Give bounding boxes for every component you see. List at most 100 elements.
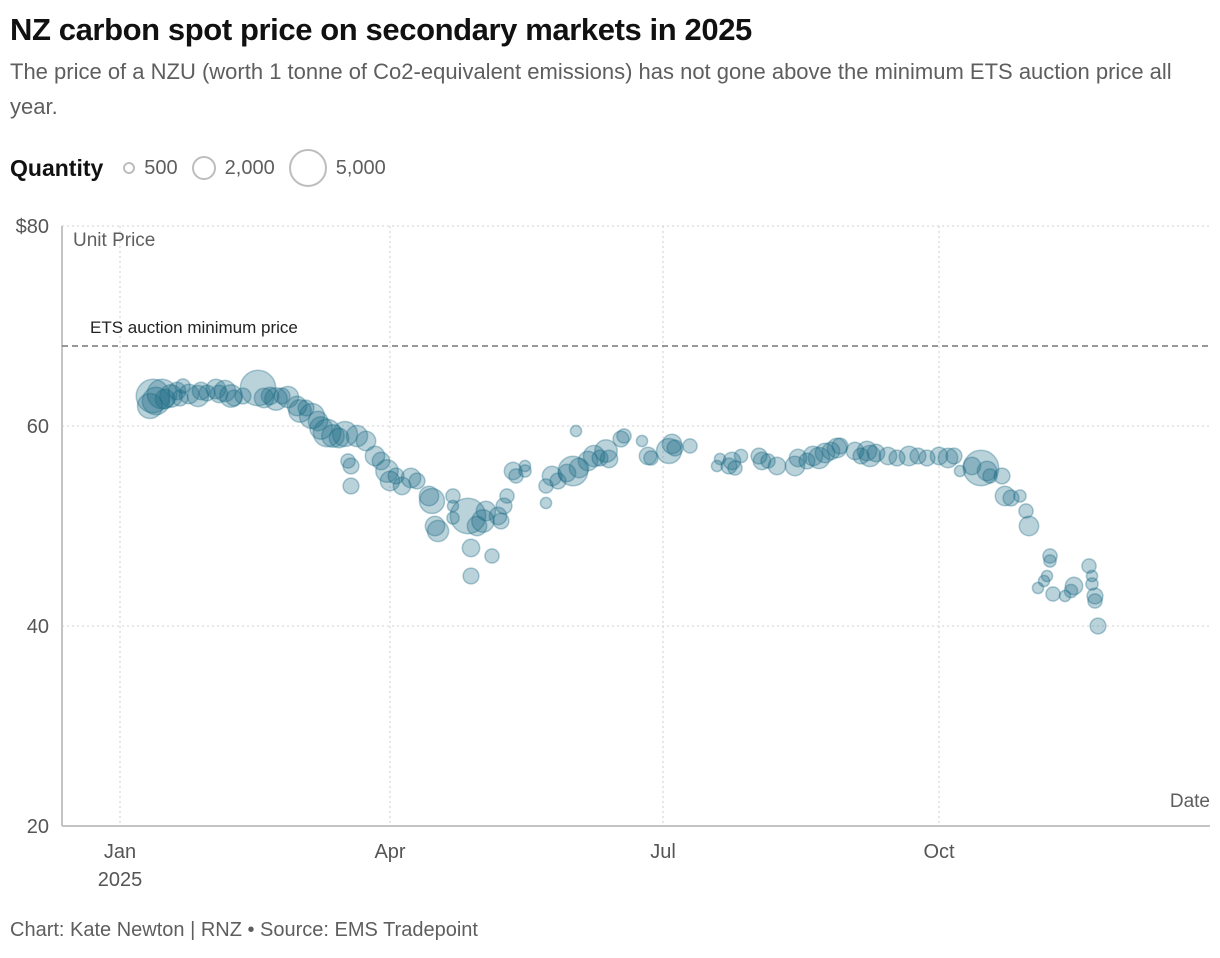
data-point-bubble [286,395,308,417]
data-point-bubble [666,439,684,457]
x-tick-label: Jan [104,841,136,863]
data-point-bubble [577,450,599,472]
data-point-bubble [178,383,200,405]
data-point-bubble [307,410,329,432]
data-point-bubble [826,437,848,459]
data-point-bubble [387,467,405,485]
data-point-bubble [273,387,291,405]
data-point-bubble [167,381,187,401]
y-tick-label: 40 [27,616,49,638]
reference-line-group: ETS auction minimum price [62,318,1210,347]
data-point-bubble [518,459,532,473]
legend-label: 5,000 [335,156,386,179]
data-point-bubble [426,519,450,543]
data-point-bubble [461,538,481,558]
y-tick-label: 60 [27,416,49,438]
legend-label: 2,000 [224,156,275,179]
legend-item-5000: 5,000 [288,149,386,187]
data-point-bubble [331,420,359,448]
data-point-bubble [1085,569,1099,583]
data-point-bubble [297,399,315,417]
data-point-bubble [976,460,998,482]
data-point-bubble [888,449,906,467]
data-point-bubble [1013,489,1027,503]
data-point-bubble [993,467,1011,485]
data-point-bubble [219,384,243,408]
data-point-bubble [661,433,683,455]
data-point-bubble [484,548,500,564]
data-point-bubble [635,434,649,448]
legend-circle-icon [288,149,327,187]
data-point-bubble [392,476,412,496]
data-point-bubble [752,451,772,471]
data-point-bubble [175,378,191,394]
legend-title: Quantity [10,154,104,181]
data-point-bubble [929,446,949,466]
data-point-bubble [720,457,738,475]
data-point-bubble [371,451,391,471]
data-point-bubble [713,452,727,466]
data-point-bubble [909,447,927,465]
data-point-bubble [1063,583,1079,599]
tick-labels: $80 60 40 20 Jan 2025 Apr Jul Oct [16,216,955,891]
data-point-bubble [466,515,488,537]
data-point-bubble [612,430,630,448]
data-point-bubble [591,449,609,467]
data-point-bubble [260,386,280,406]
data-point-bubble [638,446,658,466]
x-tick-label: Jul [650,841,676,863]
data-point-bubble [788,448,808,468]
data-point-bubble [288,399,312,423]
chart-subtitle: The price of a NZU (worth 1 tonne of Co2… [10,59,1172,119]
data-point-bubble [446,499,460,513]
data-point-bubble [154,388,176,410]
data-point-bubble [831,437,849,455]
data-point-bubble [205,378,227,400]
data-point-bubble [878,446,898,466]
data-point-bubble [471,509,495,533]
data-point-bubble [1089,617,1107,635]
data-point-bubble [1031,581,1045,595]
data-point-bubble [1085,577,1099,591]
data-point-bubble [898,445,920,467]
data-point-bubble [994,485,1016,507]
data-point-bubble [722,451,742,471]
data-point-bubble [503,461,523,481]
data-point-bubble [508,468,524,484]
legend-circle-icon [123,162,136,174]
data-point-bubble [264,387,288,411]
data-point-bubble [1064,576,1084,596]
data-point-bubble [364,445,386,467]
data-point-bubble [234,387,252,405]
data-point-bubble [355,430,377,452]
data-point-bubble [499,488,515,504]
data-point-bubble [198,384,216,402]
data-point-bubble [186,384,210,408]
data-point-bubble [616,428,632,444]
data-point-bubble [1043,554,1057,568]
data-point-bubble [445,488,461,504]
data-point-bubble [375,459,399,483]
data-point-bubble [213,379,237,403]
data-point-bubble [918,449,936,467]
data-point-bubble [418,487,446,515]
x-tick-label: Oct [923,841,955,863]
data-point-bubble [171,389,189,407]
size-legend: Quantity 500 2,000 5,000 [10,146,400,190]
data-point-bubble [643,450,659,466]
data-point-bubble [982,468,998,484]
x-tick-label: Apr [374,841,405,863]
data-point-bubble [1018,515,1040,537]
data-point-bubble [945,447,963,465]
data-point-bubble [1087,593,1103,609]
axes: Unit Price Date [61,226,1210,827]
y-tick-label: $80 [16,216,49,238]
legend-circle-icon [191,156,216,180]
data-point-bubble [209,384,229,404]
data-point-bubble [321,424,345,448]
data-point-bubble [541,465,563,487]
data-point-bubble [710,459,724,473]
data-point-bubble [858,444,882,468]
data-point-bubble [449,497,487,535]
legend-item-2000: 2,000 [191,156,275,180]
